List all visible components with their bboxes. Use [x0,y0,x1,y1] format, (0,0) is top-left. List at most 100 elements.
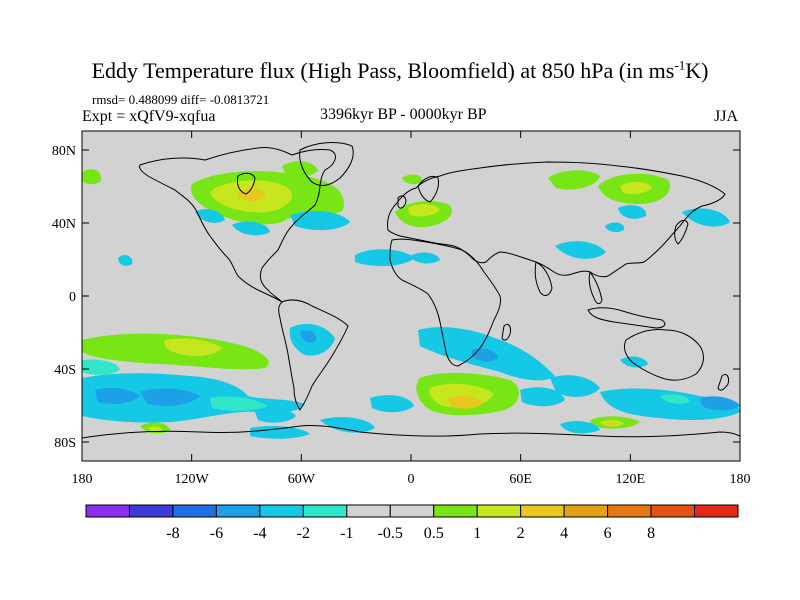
contour-s-pacific-yellow [164,338,222,356]
contour-s-atlantic2-cyan [520,387,565,407]
lon-tick-label: 60E [509,472,532,487]
contour-atlantic-cyan [355,249,415,267]
lon-tick-label: 120W [175,472,210,487]
colorbar-label: 8 [647,525,655,542]
colorbar-swatch [85,504,130,518]
lat-tick-label: 40S [54,363,76,378]
colorbar-swatch [128,504,174,518]
colorbar-label: 2 [517,525,525,542]
colorbar-swatch [694,504,739,518]
contour-antarctic3-cyan [560,421,600,434]
contour-tasman-cyan [620,356,648,368]
coast-indonesia [587,307,666,329]
colorbar-swatch [259,504,304,518]
contour-ne-asia-yellow [620,181,652,195]
contour-siberia-green [548,170,600,190]
contour-indian-cyan [550,375,600,397]
contour-atlantic-nw-cyan [290,210,350,231]
lon-tick-label: 120E [616,472,646,487]
contour-australia-cyan [600,388,740,420]
lat-tick-label: 40N [52,217,76,232]
anomaly-contours [82,161,740,439]
contour-antarctic2-cyan [320,417,375,433]
colorbar-swatch [607,504,652,518]
colorbar-label: -6 [210,525,223,542]
colorbar-swatch [650,504,696,518]
contour-s-atlantic-orange [448,396,482,409]
contour-asia2-cyan [605,222,625,233]
coast-africa [389,238,501,367]
coast-new-zealand [717,373,729,391]
colorbar-swatch [302,504,348,518]
colorbar-swatch [172,504,217,518]
colorbar-label: -1 [340,525,353,542]
contour-pacific-n-cyan [195,209,225,223]
contour-antarctic-orange [606,421,618,426]
coast-india [534,261,553,296]
contour-antarctic-cyan [250,426,310,439]
colorbar-label: -8 [166,525,179,542]
coast-madagascar [501,323,511,341]
contour-pacific-n2-cyan [232,221,270,236]
colorbar-swatch [476,504,522,518]
coast-antarctica [82,425,740,439]
contour-s-ocean-teal [82,359,120,375]
colorbar-swatch [346,504,391,518]
coast-north-america [139,147,336,303]
lat-tick-label: 80N [52,144,76,159]
contour-pacific-nw-green [82,169,101,185]
contour-australia-teal [660,394,690,404]
contour-europe-yellow [408,203,440,217]
contour-kamchatka-cyan [618,205,647,219]
contour-s-ocean-teal2 [210,396,268,411]
longitude-axis: 180 120W 60W 0 60E 120E 180 [72,131,751,487]
season-label: JJA [714,108,739,125]
experiment-label: Expt = xQfV9-xqfua [82,108,216,125]
contour-asia-cyan [555,241,606,259]
colorbar-swatch [215,504,261,518]
lon-tick-label: 0 [408,472,415,487]
colorbar-label: 0.5 [424,525,444,542]
coast-south-america [278,299,349,411]
coast-uk [397,195,407,209]
contour-s-america-blue [300,330,317,343]
lon-tick-label: 60W [288,472,316,487]
lat-tick-label: 0 [69,290,76,305]
stats-text: rmsd= 0.488099 diff= -0.0813721 [92,92,270,107]
contour-australia-blue [700,396,740,411]
colorbar-label: -2 [297,525,310,542]
lon-tick-label: 180 [730,472,751,487]
colorbar-label: -0.5 [378,525,403,542]
colorbar-label: 6 [604,525,612,542]
contour-n-america-orange [237,188,266,202]
latitude-axis: 80N 40N 0 40S 80S [52,144,740,451]
figure-title: Eddy Temperature flux (High Pass, Bloomf… [91,57,709,83]
lat-tick-label: 80S [54,436,76,451]
lon-tick-label: 180 [72,472,93,487]
contour-arctic-green [282,161,318,177]
contour-nw-siberia-green [402,174,423,185]
coastlines [82,142,740,439]
contour-pacific-ne-cyan [118,255,133,266]
coast-se-asia [588,270,603,305]
colorbar-label: 4 [560,525,568,542]
coast-greenland [299,142,354,186]
contour-pacific-ne2-cyan [682,208,730,227]
colorbar-label: -4 [253,525,266,542]
colorbar-label: 1 [473,525,481,542]
contour-sw-pacific-yellow [148,426,162,432]
contour-atlantic2-cyan [410,252,440,264]
contour-s-africa-blue [472,348,498,362]
colorbar-swatch [520,504,565,518]
contour-s-indian-cyan [370,395,414,413]
colorbar: -8 -6 -4 -2 -1 -0.5 0.5 1 2 4 6 8 [85,504,739,542]
coast-australia [623,329,704,381]
colorbar-swatch [563,504,609,518]
coast-hudson-bay [237,172,256,195]
colorbar-swatch [389,504,435,518]
coast-scandinavia [417,175,439,203]
contour-s-ocean-blue [95,388,140,404]
coast-japan [674,219,689,245]
contour-scotia-cyan [255,408,296,423]
